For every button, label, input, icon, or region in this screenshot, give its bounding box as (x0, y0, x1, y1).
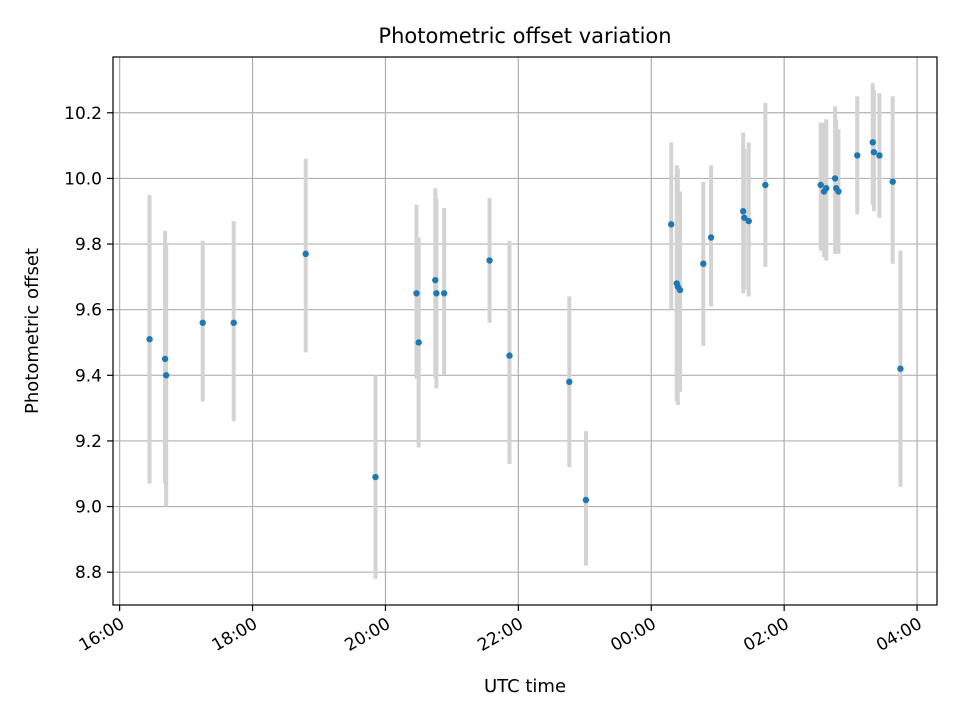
y-tick-label: 9.8 (75, 235, 102, 255)
data-point (161, 355, 169, 363)
y-tick-label: 9.2 (75, 432, 102, 452)
data-point (413, 290, 420, 297)
data-point (745, 217, 752, 225)
y-tick-label: 9.4 (75, 366, 102, 386)
data-point (433, 290, 440, 297)
data-point (876, 152, 883, 159)
data-point (199, 319, 206, 326)
grid-layer (113, 57, 937, 605)
data-point (440, 290, 448, 297)
data-point (700, 260, 707, 267)
data-point (676, 286, 684, 294)
data-point (762, 181, 769, 189)
data-point (432, 276, 439, 284)
y-tick-label: 8.8 (75, 563, 102, 583)
plot-frame (112, 56, 938, 606)
chart-title: Photometric offset variation (378, 24, 671, 48)
y-tick-layer: 8.8 9.0 9.2 9.4 9.6 9.8 10.0 10.2 (64, 104, 113, 583)
plot-area (113, 57, 937, 605)
y-tick-label: 10.0 (64, 169, 102, 189)
data-point (486, 257, 493, 264)
data-point (582, 496, 590, 504)
x-axis-title: UTC time (484, 676, 566, 697)
data-point (506, 352, 513, 359)
data-point (835, 188, 842, 195)
data-point (230, 319, 237, 326)
y-tick-label: 10.2 (64, 104, 102, 124)
y-tick-label: 9.0 (75, 498, 102, 518)
data-point (823, 185, 830, 192)
data-point (162, 372, 170, 379)
data-point (372, 473, 379, 481)
data-point (302, 250, 309, 258)
data-point (897, 365, 904, 372)
data-point (854, 152, 861, 159)
data-point (415, 339, 422, 346)
data-point (739, 208, 747, 215)
data-point (817, 181, 824, 189)
data-point (869, 139, 876, 146)
data-point (667, 221, 675, 228)
point-layer (146, 139, 904, 504)
data-point (831, 175, 839, 182)
data-point (870, 148, 878, 156)
data-point (566, 378, 573, 386)
y-axis-title: Photometric offset (22, 248, 43, 414)
data-point (889, 178, 896, 185)
data-point (707, 234, 715, 241)
data-point (741, 214, 748, 221)
data-point (146, 336, 153, 343)
y-tick-label: 9.6 (75, 301, 102, 321)
